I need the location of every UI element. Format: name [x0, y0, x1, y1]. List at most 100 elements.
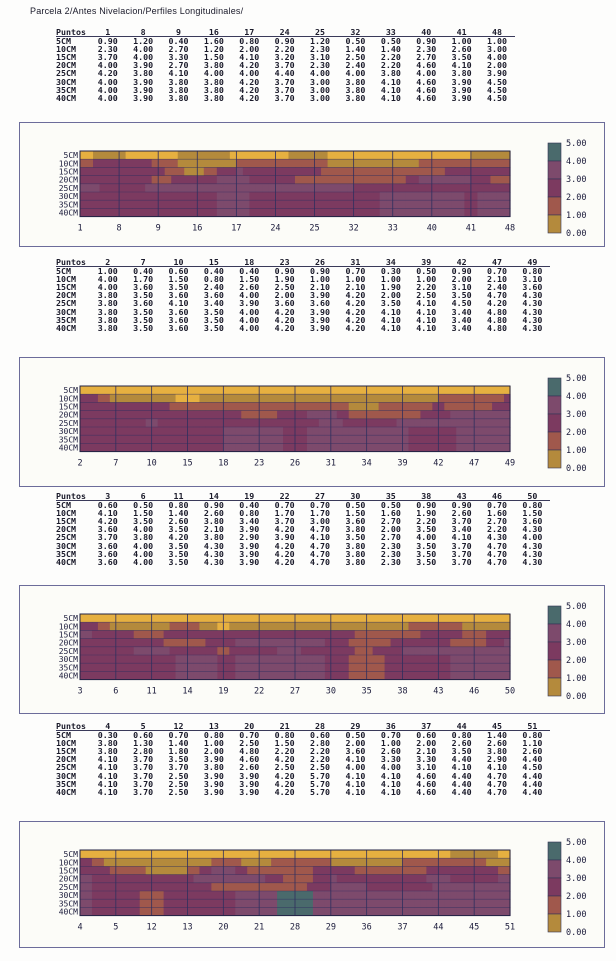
heatmap-cell: [386, 151, 394, 160]
value-cell: 4.40: [522, 778, 543, 789]
heatmap-cell: [334, 192, 342, 201]
heatmap-cell: [253, 435, 260, 444]
heatmap-cell: [318, 671, 326, 680]
value-cell: 3.00: [310, 92, 331, 103]
value-cell: 4.40: [451, 754, 472, 765]
heatmap-cell: [145, 663, 153, 672]
heatmap-cell: [216, 167, 224, 176]
heatmap-cell: [80, 858, 87, 867]
heatmap-cell: [360, 899, 368, 908]
heatmap-cell: [301, 208, 309, 217]
value-cell: 3.80: [168, 92, 189, 103]
x-tick-label: 12: [147, 923, 157, 933]
heatmap-cell: [151, 386, 159, 395]
heatmap-cell: [242, 175, 250, 185]
heatmap-cell: [438, 866, 445, 875]
y-tick-label: 25CM: [59, 184, 78, 193]
heatmap-cell: [330, 622, 338, 631]
value-cell: 4.20: [97, 516, 118, 527]
heatmap-cell: [492, 646, 499, 656]
heatmap-cell: [236, 175, 244, 185]
heatmap-cell: [169, 630, 177, 639]
heatmap-cell: [432, 899, 439, 908]
heatmap-cell: [223, 167, 231, 176]
heatmap-cell: [112, 192, 120, 201]
heatmap-cell: [203, 183, 211, 193]
heatmap-cell: [425, 175, 433, 185]
heatmap-cell: [330, 663, 338, 672]
heatmap-cell: [379, 183, 387, 193]
heatmap-cell: [97, 418, 105, 428]
table-row: 20CM 4.10 3.70 3.50 3.90 4.60 4.20 2.20 4.10 3.30…: [56, 755, 550, 763]
heatmap-cell: [396, 874, 404, 884]
value-cell: 3.80: [168, 84, 189, 95]
heatmap-cell: [492, 614, 499, 623]
heatmap-cell: [420, 638, 427, 648]
heatmap-cell: [80, 655, 87, 664]
heatmap-cell: [121, 394, 129, 403]
heatmap-cell: [384, 638, 392, 648]
heatmap-cell: [462, 646, 469, 656]
value-cell: 4.70: [310, 556, 331, 567]
heatmap-cell: [223, 427, 230, 436]
heatmap-cell: [205, 907, 212, 916]
heatmap-cell: [438, 418, 445, 428]
heatmap-cell: [405, 192, 413, 201]
heatmap-cell: [229, 192, 237, 201]
value-cell: 4.00: [416, 68, 437, 79]
legend-swatch: [547, 413, 562, 433]
heatmap-cell: [336, 402, 344, 411]
x-tick-label: 35: [362, 687, 372, 697]
heatmap-chart-1: 5CM 10CM 15CM 20CM 25CM 30CM 35CM 40CM 1 8 9 16 17 24…: [19, 122, 605, 247]
heatmap-cell: [353, 175, 361, 185]
point-header-cell: 42: [443, 258, 480, 268]
value-cell: 4.20: [274, 786, 295, 797]
heatmap-cell: [190, 183, 198, 193]
heatmap-cell: [372, 899, 380, 908]
heatmap-cell: [175, 630, 183, 639]
heatmap-cell: [330, 630, 338, 639]
heatmap-cell: [229, 443, 236, 452]
value-cell: 2.10: [345, 282, 366, 293]
heatmap-cell: [157, 394, 165, 403]
value-cell: 3.80: [97, 322, 118, 333]
plot-frame: [79, 613, 511, 681]
heatmap-cell: [450, 858, 457, 867]
heatmap-cell: [184, 167, 192, 176]
heatmap-cell: [80, 622, 87, 631]
heatmap-cell: [145, 402, 153, 411]
legend-swatch: [547, 877, 562, 897]
heatmap-cell: [444, 614, 451, 623]
value-cell: 4.00: [239, 290, 260, 301]
heatmap-cell: [205, 646, 212, 656]
heatmap-cell: [121, 386, 129, 395]
table-row: 40CM 4.10 3.70 2.50 3.90 3.90 4.20 5.70 4.10 4.10…: [56, 788, 550, 796]
heatmap-cell: [283, 866, 290, 875]
value-cell: 4.00: [133, 540, 154, 551]
heatmap-cell: [247, 850, 254, 859]
heatmap-cell: [450, 418, 457, 428]
value-cell: 4.10: [345, 786, 366, 797]
heatmap-cell: [133, 858, 141, 867]
heatmap-cell: [474, 622, 481, 631]
heatmap-cell: [205, 622, 212, 631]
value-cell: 2.00: [274, 290, 295, 301]
heatmap-cell: [193, 899, 201, 908]
heatmap-cell: [360, 850, 368, 859]
heatmap-cell: [336, 443, 344, 452]
heatmap-cell: [414, 907, 422, 916]
heatmap-cell: [93, 151, 101, 160]
value-cell: 0.60: [416, 730, 437, 741]
heatmap-cell: [330, 638, 338, 648]
heatmap-cell: [193, 858, 201, 867]
heatmap-cell: [262, 183, 270, 193]
heatmap-cell: [119, 192, 127, 201]
heatmap-cell: [255, 208, 264, 217]
heatmap-cell: [450, 427, 457, 436]
heatmap-cell: [133, 386, 141, 395]
heatmap-cell: [157, 418, 165, 428]
heatmap-cell: [99, 208, 107, 217]
heatmap-cell: [324, 443, 332, 452]
heatmap-cell: [247, 435, 254, 444]
heatmap-cell: [181, 418, 189, 428]
